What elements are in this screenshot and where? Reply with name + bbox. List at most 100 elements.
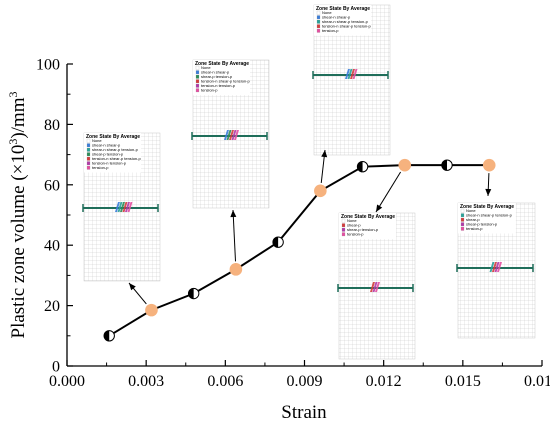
inset-legend-bg bbox=[339, 213, 396, 239]
point-half-fill bbox=[441, 159, 447, 171]
inset-legend-label: None bbox=[322, 10, 332, 15]
inset-legend-bg bbox=[314, 5, 371, 36]
arrow-head bbox=[129, 283, 136, 291]
inset-zone-strip bbox=[345, 69, 350, 79]
half-filled-point bbox=[356, 160, 369, 173]
inset-title: Zone State By Average bbox=[195, 61, 249, 67]
data-series bbox=[103, 158, 496, 342]
inset-legend-swatch bbox=[195, 70, 200, 75]
inset-legend-label: shear-n shear-p bbox=[92, 143, 121, 148]
inset-legend-label: tension-p bbox=[466, 226, 483, 231]
inset-legend-label: tension-p bbox=[92, 165, 109, 170]
point-half-fill bbox=[188, 288, 194, 299]
inset-legend-bg bbox=[193, 60, 250, 95]
y-ticks: 0 20 40 60 80 100 bbox=[36, 57, 73, 376]
inset-legend-label: shear-n shear-p bbox=[201, 70, 230, 75]
inset-legend-swatch bbox=[341, 223, 346, 228]
highlight-point bbox=[229, 263, 243, 276]
y-axis-title-main: Plastic zone volume (×10 bbox=[8, 145, 29, 339]
inset-legend-swatch bbox=[86, 143, 91, 148]
inset-zone-strip bbox=[350, 69, 355, 79]
x-tick-label: 0.000 bbox=[49, 373, 85, 390]
inset-legend-label: shear-n shear-p tension-p bbox=[322, 19, 369, 24]
inset-zone-strip bbox=[226, 130, 232, 140]
inset-legend-swatch bbox=[195, 83, 200, 88]
inset-legend-swatch bbox=[86, 156, 91, 161]
inset-zone-strip bbox=[224, 130, 229, 140]
inset-legend-label: tension-p bbox=[322, 28, 339, 33]
inset-legend-label: None bbox=[92, 138, 102, 143]
inset-zone-strip bbox=[497, 262, 502, 272]
inset-legend-label: None bbox=[201, 65, 211, 70]
inset-zone-strip bbox=[125, 202, 130, 212]
arrow-head bbox=[230, 210, 237, 218]
inset-legend-label: shear-p tension-p bbox=[466, 222, 498, 227]
inset-legend-swatch bbox=[195, 74, 200, 79]
highlight-point bbox=[145, 303, 158, 317]
inset-legend-label: tension-n shear-p tension-p bbox=[201, 79, 250, 84]
inset-zone-strip bbox=[489, 262, 495, 272]
y-tick-label: 0 bbox=[52, 359, 60, 376]
inset-zone-strip bbox=[234, 130, 239, 140]
inset-legend-swatch bbox=[195, 79, 200, 84]
inset-legend-label: None bbox=[466, 208, 476, 213]
inset-legend-swatch bbox=[316, 19, 321, 24]
arrows bbox=[128, 149, 492, 305]
inset-legend-label: shear-p bbox=[466, 217, 480, 222]
inset-title: Zone State By Average bbox=[460, 204, 514, 210]
y-axis-title-sup: 3 bbox=[6, 139, 20, 145]
inset-legend-swatch bbox=[316, 28, 321, 33]
inset-legend-swatch bbox=[316, 24, 321, 29]
inset-legend-swatch bbox=[195, 65, 200, 70]
inset-legend-swatch bbox=[86, 138, 91, 143]
y-tick-label: 60 bbox=[44, 177, 60, 194]
highlight-point bbox=[398, 158, 412, 172]
inset-legend-swatch bbox=[341, 232, 346, 237]
x-tick-label: 0.012 bbox=[366, 373, 402, 390]
inset-legend-label: tension-p bbox=[347, 232, 364, 237]
inset-zone-strip bbox=[229, 130, 234, 140]
inset-zone-strip bbox=[494, 262, 500, 272]
inset-legend-swatch bbox=[460, 208, 465, 213]
inset-legend-label: shear-p tension-p bbox=[92, 152, 124, 157]
inset-legend-swatch bbox=[86, 161, 91, 166]
inset-legend-label: tension-n shear-p tension-p bbox=[322, 24, 371, 29]
half-filled-point bbox=[187, 287, 200, 300]
arrow-head bbox=[376, 204, 383, 212]
point-half-fill bbox=[272, 236, 279, 248]
inset-legend-swatch bbox=[86, 165, 91, 170]
x-tick-label: 0.009 bbox=[287, 373, 323, 390]
inset-zone-strip bbox=[127, 202, 133, 212]
inset-legend-label: shear-n shear-p bbox=[322, 15, 351, 20]
inset-legend-swatch bbox=[341, 218, 346, 223]
inset-legend-swatch bbox=[316, 10, 321, 15]
y-tick-label: 40 bbox=[44, 238, 60, 255]
inset-zone-strip bbox=[117, 202, 123, 212]
inset-zone-strip bbox=[372, 282, 378, 292]
x-ticks: 0.000 0.003 0.006 0.009 0.012 0.015 0.018 bbox=[49, 360, 550, 390]
y-axis-title-sup2: 3 bbox=[6, 92, 20, 98]
point-half-fill bbox=[357, 161, 363, 172]
inset-zone-strip bbox=[375, 282, 380, 292]
highlight-point bbox=[314, 184, 327, 198]
inset-zone-strip bbox=[122, 202, 128, 212]
arrow-head bbox=[321, 150, 328, 158]
point-half-fill bbox=[104, 330, 110, 341]
inset-zone-strip bbox=[120, 202, 125, 212]
inset-legend-label: None bbox=[347, 218, 357, 223]
inset-legend-label: tension-n shear-p tension-p bbox=[92, 156, 141, 161]
inset-legend-swatch bbox=[460, 217, 465, 222]
x-tick-label: 0.006 bbox=[207, 373, 243, 390]
y-tick-label: 80 bbox=[44, 117, 60, 134]
inset-title: Zone State By Average bbox=[341, 214, 395, 220]
x-tick-label: 0.015 bbox=[445, 373, 481, 390]
x-tick-label: 0.018 bbox=[524, 373, 550, 390]
inset-legend-bg bbox=[84, 133, 141, 173]
inset-legend-swatch bbox=[460, 213, 465, 218]
arrow-line bbox=[375, 171, 402, 213]
inset-legend-label: tension-n tension-p bbox=[92, 161, 127, 166]
inset-legend-label: shear-n shear-p tension-p bbox=[466, 213, 513, 218]
